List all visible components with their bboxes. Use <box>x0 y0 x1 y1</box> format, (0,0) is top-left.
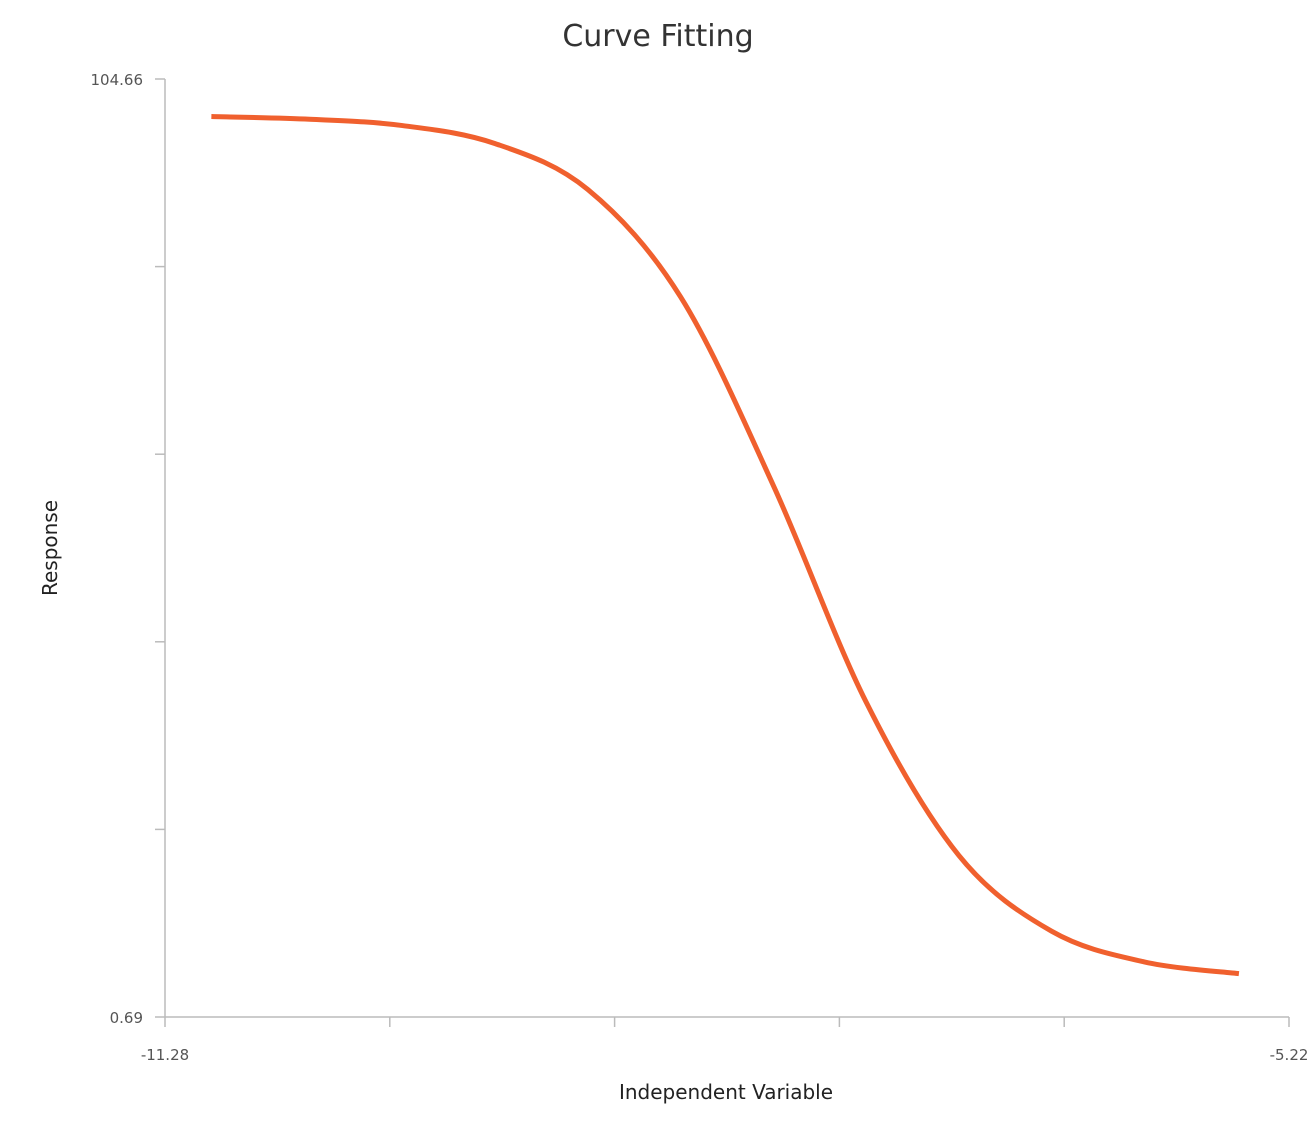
y-tick-label-max: 104.66 <box>91 71 144 89</box>
y-tick-label-min: 0.69 <box>110 1009 143 1027</box>
x-tick-label-min: -11.28 <box>141 1046 189 1064</box>
y-axis-label: Response <box>38 500 62 596</box>
x-tick-label-max: -5.22 <box>1270 1046 1309 1064</box>
series-line <box>211 114 1240 977</box>
chart-title: Curve Fitting <box>562 19 753 54</box>
x-axis-label: Independent Variable <box>619 1080 833 1104</box>
